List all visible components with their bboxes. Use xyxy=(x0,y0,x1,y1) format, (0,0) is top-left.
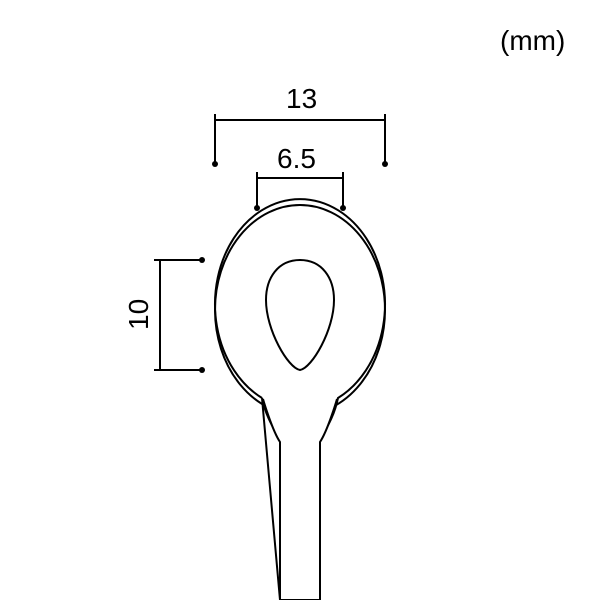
dim-inner-width-value: 6.5 xyxy=(277,143,316,174)
units-label: (mm) xyxy=(500,25,565,56)
dim-inner-width: 6.5 xyxy=(254,143,346,211)
dim-inner-height-value: 10 xyxy=(123,299,154,330)
dim-outer-width-value: 13 xyxy=(286,83,317,114)
technical-drawing: (mm) 13 6.5 xyxy=(0,0,600,600)
dim-inner-height: 10 xyxy=(123,257,205,373)
part-outline xyxy=(215,199,385,600)
drawing-svg: (mm) 13 6.5 xyxy=(0,0,600,600)
